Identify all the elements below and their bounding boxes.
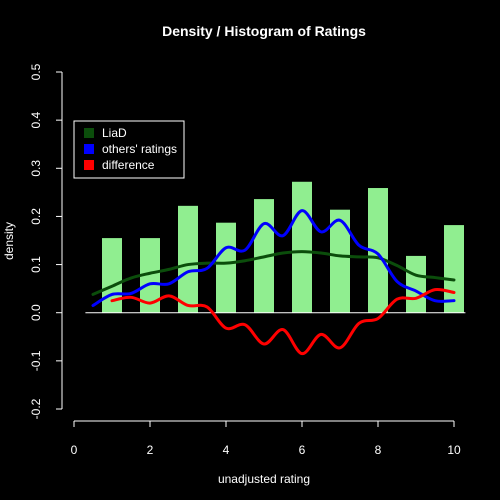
y-tick-label: 0.4	[29, 111, 43, 128]
x-tick-label: 0	[71, 443, 78, 457]
density-curves	[91, 209, 456, 356]
series-line-liad	[91, 250, 456, 296]
legend-label-others-ratings: others' ratings	[102, 142, 177, 156]
legend-swatch-difference	[84, 160, 94, 170]
legend-label-difference: difference	[102, 158, 155, 172]
legend: LiaD others' ratings difference	[73, 120, 185, 179]
y-tick-label: 0.5	[29, 63, 43, 80]
chart-title: Density / Histogram of Ratings	[162, 23, 366, 39]
x-tick-label: 10	[447, 443, 461, 457]
histogram-bar-9	[406, 255, 426, 313]
x-axis: 0 2 4 6 8 10	[71, 420, 461, 457]
y-tick-label: -0.2	[29, 398, 43, 419]
x-tick-label: 8	[375, 443, 382, 457]
x-tick-label: 6	[299, 443, 306, 457]
y-tick-label: 0.1	[29, 256, 43, 273]
series-line-difference	[110, 287, 456, 356]
y-tick-label: -0.1	[29, 350, 43, 371]
histogram-bar-8	[368, 188, 388, 313]
y-axis: -0.2 -0.1 0.0 0.1 0.2 0.3 0.4 0.5	[29, 63, 63, 419]
histogram-bar-2	[140, 238, 160, 313]
y-tick-label: 0.3	[29, 160, 43, 177]
histogram-bar-7	[330, 209, 350, 313]
histogram-bar-6	[292, 181, 312, 313]
x-axis-label: unadjusted rating	[218, 472, 310, 486]
y-tick-label: 0.0	[29, 304, 43, 321]
histogram-bar-3	[178, 205, 198, 313]
legend-swatch-others-ratings	[84, 144, 94, 154]
y-axis-label: density	[2, 222, 16, 260]
x-tick-label: 4	[223, 443, 230, 457]
y-tick-label: 0.2	[29, 208, 43, 225]
series-line-others-ratings	[91, 209, 456, 307]
legend-swatch-liad	[84, 128, 94, 138]
legend-label-liad: LiaD	[102, 126, 127, 140]
histogram-bars	[102, 181, 464, 313]
histogram-bar-4	[216, 222, 236, 313]
x-tick-label: 2	[147, 443, 154, 457]
